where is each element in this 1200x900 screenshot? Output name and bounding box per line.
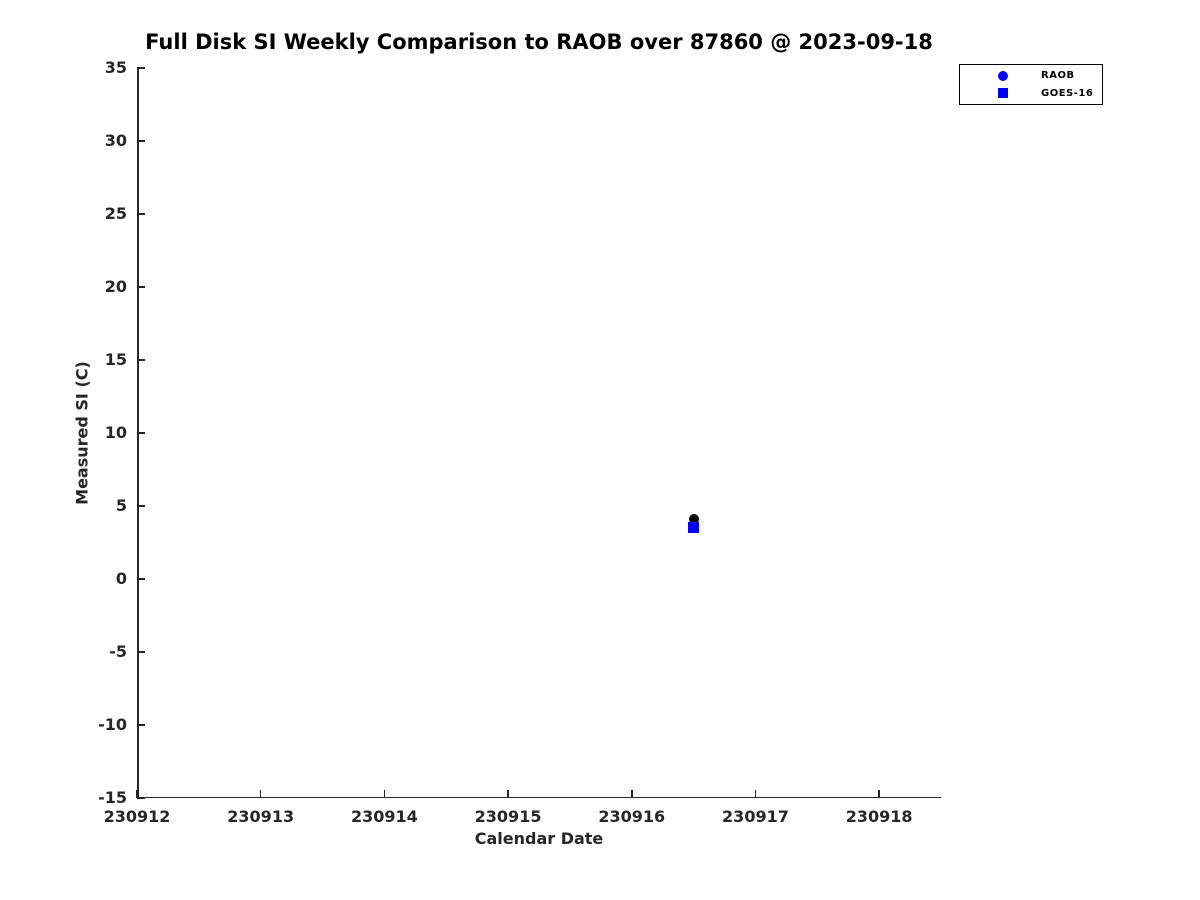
x-tick-mark [383,790,386,798]
y-tick-mark [137,797,145,799]
x-tick-label: 230917 [722,807,789,826]
x-tick-mark [259,790,262,798]
y-tick-mark [137,213,145,215]
x-axis-line [137,796,941,798]
x-tick-mark [754,790,757,798]
y-tick-label: 15 [104,350,127,369]
y-tick-label: 25 [104,204,127,223]
y-tick-label: 35 [104,58,127,77]
legend-row-raob: RAOB [960,69,1102,83]
data-point-raob [688,514,699,525]
x-tick-label: 230918 [845,807,913,826]
x-axis-label: Calendar Date [474,829,604,848]
y-tick-label: 10 [104,423,127,442]
x-tick-label: 230916 [598,807,666,826]
y-tick-mark [137,505,145,507]
y-tick-label: 20 [104,277,127,296]
legend-marker-circle-icon [998,70,1008,81]
legend: RAOB GOES-16 [959,64,1103,105]
x-tick-mark [631,790,633,798]
x-tick-mark [507,790,509,798]
x-tick-label: 230913 [227,807,295,826]
y-tick-label: -15 [98,788,127,807]
y-tick-label: 0 [115,569,127,588]
y-tick-mark [137,724,145,726]
chart-title: Full Disk SI Weekly Comparison to RAOB o… [145,30,933,54]
x-tick-mark [136,790,138,798]
x-tick-mark [878,790,880,798]
legend-label: GOES-16 [1041,87,1094,99]
x-tick-label: 230914 [350,807,418,826]
y-tick-mark [137,432,145,434]
data-point-goes-16 [688,522,700,534]
y-tick-label: 30 [104,131,127,150]
y-tick-mark [137,359,145,361]
y-axis-label: Measured SI (C) [72,361,92,505]
y-tick-mark [137,67,145,69]
y-tick-label: -10 [98,715,127,734]
y-tick-mark [137,140,145,142]
y-tick-mark [137,651,145,653]
y-tick-label: 5 [115,496,127,515]
x-tick-label: 230912 [103,807,171,826]
y-tick-mark [137,578,145,580]
legend-row-goes-16: GOES-16 [960,86,1102,100]
y-tick-label: -5 [109,642,127,661]
y-tick-mark [137,286,145,288]
legend-label: RAOB [1041,70,1075,82]
legend-marker-square-icon [998,88,1008,99]
x-tick-label: 230915 [474,807,542,826]
plot-area: -15 -10 -5 0 5 10 15 20 25 30 35 230912 230913 230914… [98,58,941,826]
